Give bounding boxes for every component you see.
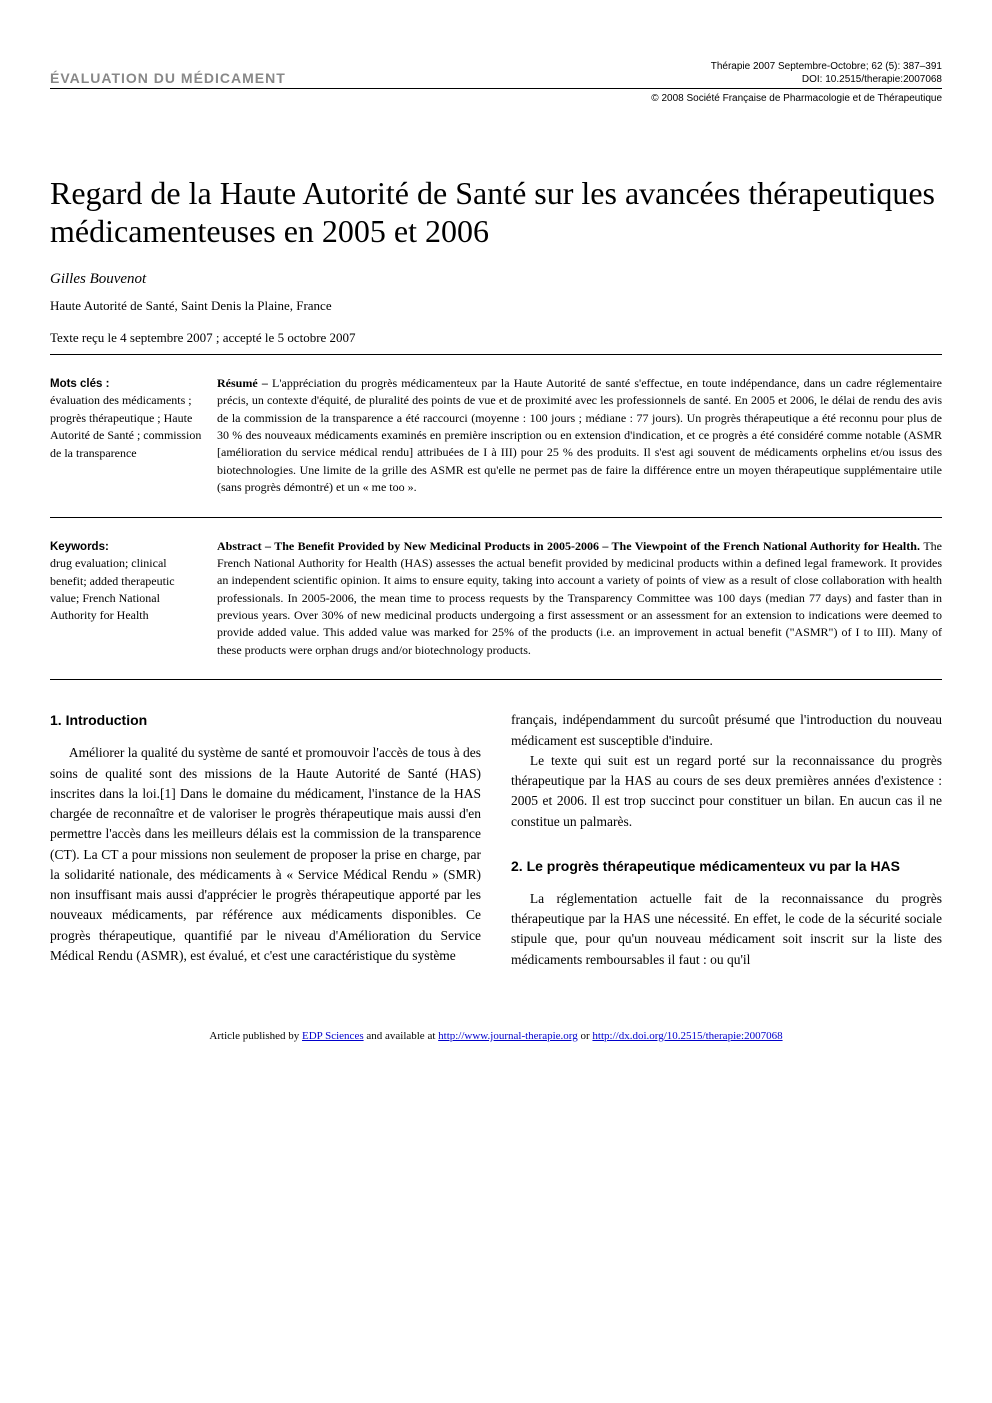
keywords-text-en: drug evaluation; clinical benefit; added… — [50, 556, 175, 622]
abstract-label-fr: Résumé – — [217, 376, 272, 390]
footer-middle: and available at — [364, 1030, 439, 1042]
section-label: ÉVALUATION DU MÉDICAMENT — [50, 70, 286, 86]
journal-meta-line2: DOI: 10.2515/therapie:2007068 — [711, 73, 942, 86]
footer-prefix: Article published by — [209, 1030, 302, 1042]
dates: Texte reçu le 4 septembre 2007 ; accepté… — [50, 330, 942, 346]
abstract-english: Keywords: drug evaluation; clinical bene… — [50, 518, 942, 680]
abstract-text-fr: Résumé – L'appréciation du progrès médic… — [217, 375, 942, 497]
keywords-heading-fr: Mots clés : — [50, 378, 109, 390]
col2-p2: Le texte qui suit est un regard porté su… — [511, 751, 942, 832]
section-1-p1: Améliorer la qualité du système de santé… — [50, 743, 481, 966]
footer-link-journal[interactable]: http://www.journal-therapie.org — [438, 1030, 578, 1042]
footer-link-publisher[interactable]: EDP Sciences — [302, 1030, 364, 1042]
copyright: © 2008 Société Française de Pharmacologi… — [50, 93, 942, 104]
page: ÉVALUATION DU MÉDICAMENT Thérapie 2007 S… — [0, 0, 992, 1082]
abstract-french: Mots clés : évaluation des médicaments ;… — [50, 355, 942, 517]
section-1-heading: 1. Introduction — [50, 710, 481, 731]
affiliation: Haute Autorité de Santé, Saint Denis la … — [50, 298, 942, 314]
section-2-p1: La réglementation actuelle fait de la re… — [511, 889, 942, 970]
footer-link-doi[interactable]: http://dx.doi.org/10.2515/therapie:20070… — [592, 1030, 782, 1042]
body-columns: 1. Introduction Améliorer la qualité du … — [50, 710, 942, 970]
abstract-body-fr: L'appréciation du progrès médicamenteux … — [217, 376, 942, 494]
col2-p1: français, indépendamment du surcoût prés… — [511, 710, 942, 751]
column-left: 1. Introduction Améliorer la qualité du … — [50, 710, 481, 970]
abstract-text-en: Abstract – The Benefit Provided by New M… — [217, 538, 942, 660]
header-bar: ÉVALUATION DU MÉDICAMENT Thérapie 2007 S… — [50, 60, 942, 89]
keywords-fr: Mots clés : évaluation des médicaments ;… — [50, 375, 205, 497]
journal-meta: Thérapie 2007 Septembre-Octobre; 62 (5):… — [711, 60, 942, 86]
keywords-heading-en: Keywords: — [50, 541, 109, 553]
column-right: français, indépendamment du surcoût prés… — [511, 710, 942, 970]
abstract-label-en: Abstract – The Benefit Provided by New M… — [217, 539, 923, 553]
footer-note: Article published by EDP Sciences and av… — [50, 1030, 942, 1042]
footer-or: or — [578, 1030, 593, 1042]
keywords-text-fr: évaluation des médicaments ; progrès thé… — [50, 393, 201, 459]
section-2-heading: 2. Le progrès thérapeutique médicamenteu… — [511, 856, 942, 877]
keywords-en: Keywords: drug evaluation; clinical bene… — [50, 538, 205, 660]
rule-bottom — [50, 679, 942, 680]
author: Gilles Bouvenot — [50, 271, 942, 288]
abstract-body-en: The French National Authority for Health… — [217, 539, 942, 657]
journal-meta-line1: Thérapie 2007 Septembre-Octobre; 62 (5):… — [711, 60, 942, 73]
article-title: Regard de la Haute Autorité de Santé sur… — [50, 174, 942, 251]
